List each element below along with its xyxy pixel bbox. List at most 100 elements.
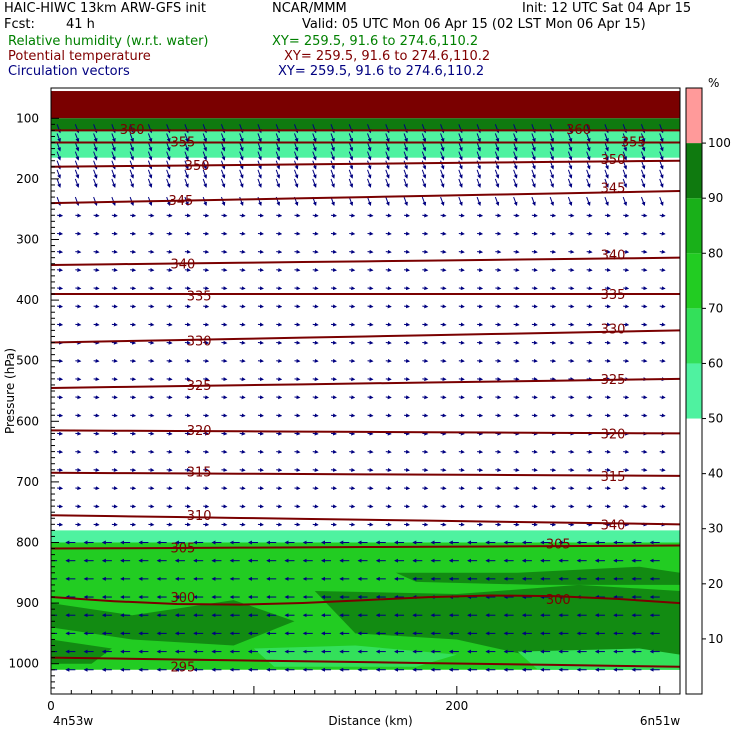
- vector-840: [495, 504, 502, 509]
- vector-685: [148, 431, 155, 436]
- vector-367: [550, 249, 557, 254]
- vector-623: [257, 395, 264, 400]
- vector-289: [367, 213, 374, 218]
- vector-603: [513, 377, 520, 382]
- vector-91: [476, 142, 481, 152]
- vector-549: [148, 358, 155, 363]
- vector-754: [166, 467, 173, 472]
- theta-line-320: [51, 429, 680, 435]
- vector-340: [57, 249, 64, 254]
- vector-224: [421, 178, 427, 188]
- vector-695: [330, 431, 338, 436]
- colorbar-label-100: 100: [708, 136, 731, 150]
- vector-686: [166, 431, 173, 436]
- y-tick-label-200: 200: [16, 172, 39, 186]
- vector-291: [404, 213, 411, 218]
- vector-679: [659, 413, 666, 418]
- vector-186: [348, 169, 354, 179]
- vector-717: [111, 449, 118, 454]
- theta-label-23: 315: [601, 470, 626, 485]
- vector-302: [604, 213, 611, 218]
- vector-765: [367, 467, 374, 472]
- vector-848: [641, 504, 648, 509]
- vector-223: [403, 178, 408, 188]
- theta-label-9: 315: [187, 466, 212, 481]
- vector-384: [239, 268, 246, 272]
- vector-130: [567, 151, 573, 161]
- vector-878: [568, 522, 575, 527]
- colorbar-unit: %: [708, 76, 719, 90]
- colorbar-label-80: 80: [708, 246, 723, 260]
- vector-476: [57, 322, 64, 327]
- vector-702: [458, 431, 465, 436]
- vector-323: [367, 231, 374, 236]
- vector-387: [294, 268, 301, 272]
- vector-764: [349, 467, 356, 472]
- vector-369: [586, 249, 593, 254]
- vector-799: [367, 486, 374, 491]
- vector-527: [367, 340, 374, 345]
- vector-76: [202, 142, 207, 152]
- vector-782: [57, 486, 64, 491]
- vector-877: [550, 522, 557, 527]
- vector-39: [147, 133, 153, 143]
- vector-399: [513, 268, 520, 272]
- rh-band-0: [51, 91, 680, 119]
- field-rh-xy: XY= 259.5, 91.6 to 274.6,110.2: [272, 34, 479, 49]
- y-tick-label-400: 400: [16, 293, 39, 307]
- vector-329: [477, 231, 484, 236]
- vector-192: [458, 169, 463, 179]
- vector-505: [586, 322, 593, 327]
- vector-586: [203, 377, 210, 382]
- vector-612: [57, 395, 64, 400]
- theta-label-10: 310: [187, 509, 212, 524]
- vector-771: [477, 467, 484, 472]
- vector-458: [349, 304, 356, 309]
- vector-379: [148, 268, 155, 272]
- vector-422: [312, 286, 319, 291]
- vector-240: [93, 196, 98, 207]
- vector-768: [422, 467, 429, 472]
- vector-744: [604, 449, 611, 454]
- vector-750: [93, 467, 100, 472]
- vector-467: [513, 304, 520, 309]
- vector-658: [276, 413, 283, 418]
- vector-756: [203, 467, 210, 472]
- field-theta-name: Potential temperature: [8, 49, 151, 64]
- vector-794: [276, 486, 283, 491]
- vector-551: [184, 358, 191, 363]
- vector-810: [568, 486, 575, 491]
- vector-815: [659, 486, 666, 491]
- colorbar-band-0: [686, 363, 702, 419]
- vector-580: [93, 377, 100, 382]
- vector-444: [93, 304, 100, 309]
- theta-line-345: [51, 190, 680, 205]
- vector-283: [257, 213, 264, 218]
- vector-684: [130, 431, 137, 436]
- vector-803: [440, 486, 447, 491]
- vector-462: [422, 304, 429, 309]
- vector-101: [659, 142, 664, 152]
- vector-376: [93, 268, 100, 272]
- vector-386: [276, 268, 283, 272]
- vector-871: [440, 522, 447, 527]
- vector-622: [239, 395, 246, 400]
- vector-577: [659, 358, 666, 363]
- vector-181: [257, 169, 262, 179]
- vector-54: [421, 133, 427, 143]
- vector-683: [111, 431, 118, 436]
- vector-637: [513, 395, 520, 400]
- vector-643: [623, 395, 630, 400]
- vector-591: [294, 377, 301, 382]
- vector-723: [221, 449, 228, 454]
- vector-124: [458, 151, 463, 161]
- vector-775: [550, 467, 557, 472]
- vector-760: [276, 467, 283, 472]
- vector-555: [257, 358, 264, 363]
- vector-221: [367, 178, 372, 188]
- vector-509: [659, 322, 666, 327]
- vector-193: [476, 169, 481, 179]
- vector-420: [276, 286, 283, 291]
- vector-266: [567, 196, 573, 207]
- vector-320: [312, 231, 319, 236]
